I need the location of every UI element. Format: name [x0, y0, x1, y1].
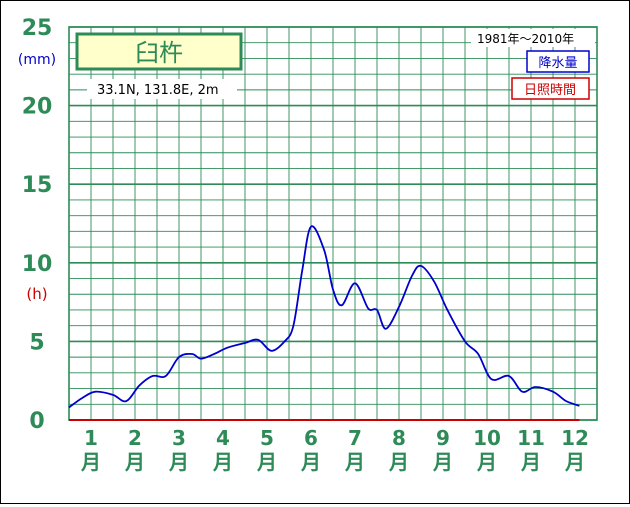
period-label: 1981年～2010年	[477, 32, 574, 46]
period-background	[471, 29, 595, 47]
month-suffix-label: 月	[212, 450, 233, 474]
month-number-label: 11	[517, 426, 545, 450]
y-tick-label: 10	[22, 252, 53, 277]
month-number-label: 2	[128, 426, 142, 450]
precip-series-line	[68, 225, 580, 409]
month-suffix-label: 月	[388, 450, 409, 474]
y-tick-label: 25	[22, 16, 53, 41]
month-suffix-label: 月	[256, 450, 277, 474]
sunshine-unit-label: (h)	[26, 285, 47, 303]
month-number-label: 8	[392, 426, 406, 450]
legend-sunshine-label: 日照時間	[524, 83, 576, 98]
y-tick-label: 15	[22, 173, 53, 198]
y-axis-tick-labels: 0 5 10 15 20 25	[22, 16, 53, 434]
month-suffix-label: 月	[168, 450, 189, 474]
month-number-label: 5	[260, 426, 274, 450]
y-tick-label: 0	[29, 409, 44, 434]
legend-precip-box	[526, 50, 590, 73]
month-suffix-label: 月	[344, 450, 365, 474]
station-title-box	[75, 32, 243, 71]
month-number-label: 9	[436, 426, 450, 450]
legend-precip-label: 降水量	[538, 56, 577, 71]
coords-background	[87, 79, 237, 99]
month-suffix-label: 月	[476, 450, 497, 474]
month-number-label: 1	[84, 426, 98, 450]
y-tick-label: 20	[22, 95, 53, 120]
month-suffix-label: 月	[432, 450, 453, 474]
y-tick-label: 5	[29, 330, 44, 355]
month-number-label: 10	[473, 426, 501, 450]
grid-lines	[68, 26, 598, 421]
month-suffix-label: 月	[520, 450, 541, 474]
data-series	[68, 225, 580, 422]
month-suffix-label: 月	[80, 450, 101, 474]
month-suffix-label: 月	[124, 450, 145, 474]
month-number-label: 4	[216, 426, 230, 450]
month-suffix-label: 月	[564, 450, 585, 474]
month-suffix-label: 月	[300, 450, 321, 474]
month-number-label: 12	[561, 426, 589, 450]
precip-unit-label: (mm)	[18, 52, 56, 68]
station-coords: 33.1N, 131.8E, 2m	[97, 83, 219, 98]
month-number-label: 6	[304, 426, 318, 450]
legend-sunshine-box	[511, 77, 590, 100]
month-number-label: 7	[348, 426, 362, 450]
station-name: 臼杵	[135, 39, 183, 67]
month-number-label: 3	[172, 426, 186, 450]
